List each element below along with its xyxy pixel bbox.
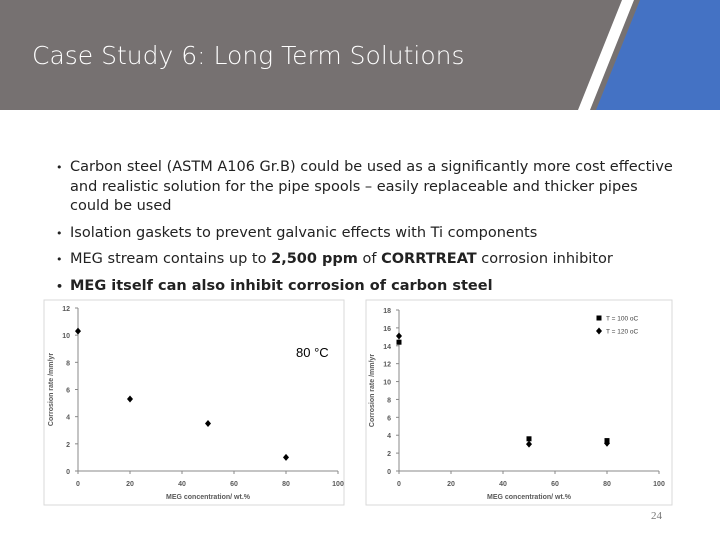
y-tick-label: 2 [66,442,70,449]
y-tick-label: 14 [383,344,391,351]
text-bold: 2,500 ppm [271,251,358,267]
bullet: Isolation gaskets to prevent galvanic ef… [56,224,676,244]
legend-label: T = 120 oC [606,329,639,336]
x-axis-label: MEG concentration/ wt.% [166,494,251,501]
y-tick-label: 18 [383,308,391,315]
marker [396,339,402,345]
bullet: MEG itself can also inhibit corrosion of… [56,277,676,297]
text-bold: CORRTREAT [381,251,477,267]
x-tick-label: 100 [332,481,344,488]
y-axis-label: Corrosion rate /mm/yr [48,353,55,426]
y-tick-label: 12 [62,306,70,313]
y-tick-label: 0 [387,469,391,476]
y-tick-label: 8 [66,360,70,367]
x-tick-label: 100 [653,481,665,488]
y-tick-label: 4 [387,433,391,440]
marker [526,440,532,448]
y-tick-label: 10 [62,333,70,340]
chart-frame [43,299,345,506]
x-tick-label: 20 [126,481,134,488]
y-tick-label: 8 [387,397,391,404]
y-tick-label: 2 [387,451,391,458]
marker [283,453,289,461]
y-tick-label: 6 [387,415,391,422]
y-axis-label: Corrosion rate /mm/yr [369,354,376,427]
annotation: 80 °C [296,345,329,360]
marker [526,436,532,442]
bullet: Carbon steel (ASTM A106 Gr.B) could be u… [56,158,676,217]
x-tick-label: 40 [178,481,186,488]
slide-title: Case Study 6: Long Term Solutions [32,41,465,70]
x-tick-label: 20 [447,481,455,488]
legend-label: T = 100 oC [606,316,639,323]
page-number: 24 [651,510,663,522]
y-tick-label: 12 [383,362,391,369]
text: of [357,251,382,267]
x-tick-label: 60 [230,481,238,488]
y-tick-label: 6 [66,388,70,395]
marker [75,327,81,335]
x-tick-label: 80 [282,481,290,488]
y-tick-label: 4 [66,415,70,422]
bullet-list: Carbon steel (ASTM A106 Gr.B) could be u… [56,158,676,303]
y-tick-label: 16 [383,326,391,333]
x-tick-label: 40 [499,481,507,488]
text: corrosion inhibitor [476,251,613,267]
y-tick-label: 10 [383,380,391,387]
header-accent [596,0,720,110]
y-tick-label: 0 [66,469,70,476]
chart-frame [365,299,673,506]
x-tick-label: 80 [603,481,611,488]
x-axis-label: MEG concentration/ wt.% [487,494,572,501]
marker [396,332,402,340]
marker [127,395,133,403]
header-stripe [578,0,634,110]
bullet: MEG stream contains up to 2,500 ppm of C… [56,250,676,270]
marker [596,315,602,321]
x-tick-label: 0 [397,481,401,488]
marker [205,419,211,427]
x-tick-label: 60 [551,481,559,488]
marker [596,327,602,335]
x-tick-label: 0 [76,481,80,488]
marker [604,439,610,447]
text: MEG stream contains up to [70,251,272,267]
